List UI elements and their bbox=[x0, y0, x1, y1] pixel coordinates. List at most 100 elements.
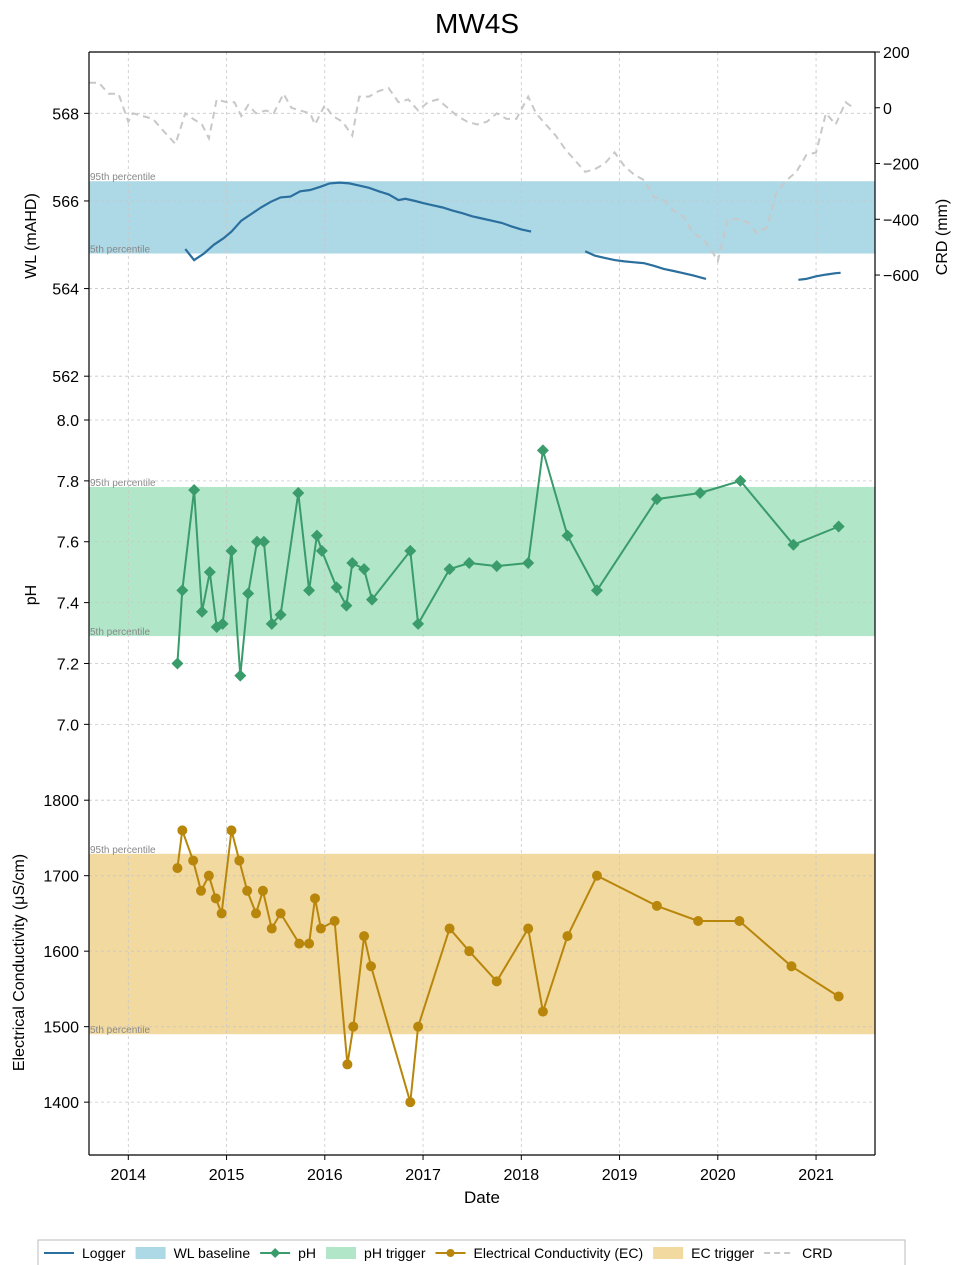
percentile-5-label: 5th percentile bbox=[90, 627, 150, 638]
legend-label: pH bbox=[298, 1245, 316, 1261]
ec-point bbox=[177, 825, 188, 836]
ec-point bbox=[294, 938, 305, 949]
ec-point bbox=[491, 976, 502, 987]
legend-marker-diamond bbox=[270, 1248, 281, 1258]
ec-point bbox=[591, 870, 602, 881]
percentile-5-label: 5th percentile bbox=[90, 1025, 150, 1036]
legend-label: pH trigger bbox=[364, 1245, 426, 1261]
ph-point bbox=[522, 557, 535, 570]
ph-point bbox=[274, 608, 287, 621]
percentile-95-label: 95th percentile bbox=[90, 478, 156, 489]
crd-axis-label: CRD (mm) bbox=[934, 199, 951, 275]
ec-point bbox=[234, 855, 245, 866]
ph-point bbox=[650, 493, 663, 506]
y-tick-label: 7.2 bbox=[57, 656, 79, 673]
ph-point bbox=[234, 669, 247, 682]
legend-swatch-patch bbox=[135, 1247, 166, 1259]
x-tick-label: 2015 bbox=[209, 1167, 245, 1184]
ec-point bbox=[309, 893, 320, 904]
logger-line bbox=[798, 271, 841, 281]
ec-point bbox=[210, 893, 221, 904]
y-tick-label: 562 bbox=[52, 369, 79, 386]
y-tick-label: 7.6 bbox=[57, 535, 79, 552]
ph-point bbox=[176, 584, 189, 597]
ph-point bbox=[404, 544, 417, 557]
ph-point bbox=[171, 657, 184, 670]
x-tick-label: 2016 bbox=[307, 1167, 343, 1184]
ec-point bbox=[266, 923, 277, 934]
legend-label: EC trigger bbox=[691, 1245, 754, 1261]
ec-point bbox=[413, 1021, 424, 1032]
percentile-5-label: 5th percentile bbox=[90, 245, 150, 256]
ph-point bbox=[292, 487, 305, 500]
ph-point bbox=[265, 617, 278, 630]
ec-point bbox=[203, 870, 214, 881]
ec-point bbox=[251, 908, 262, 919]
axes-layer: 2014 2015 2016 2017 2018 2019 2020 2021 Date 562 5… bbox=[11, 45, 951, 1207]
ec-point bbox=[405, 1097, 416, 1108]
ph-point bbox=[787, 538, 800, 551]
y-tick-label: 7.8 bbox=[57, 474, 79, 491]
logger-line bbox=[584, 250, 707, 280]
y2-tick-label: −200 bbox=[883, 157, 919, 174]
ph-point bbox=[340, 599, 353, 612]
legend-label: Logger bbox=[82, 1245, 126, 1261]
ec-point bbox=[537, 1006, 548, 1017]
legend: Logger WL baseline pH pH trigger Electrical … bbox=[37, 1239, 906, 1265]
ec-point bbox=[365, 961, 376, 972]
ph-point bbox=[251, 535, 264, 548]
x-axis-label: Date bbox=[464, 1188, 500, 1207]
y2-tick-label: 200 bbox=[883, 45, 910, 62]
ph-point bbox=[412, 617, 425, 630]
ec-point bbox=[196, 885, 207, 896]
x-tick-label: 2021 bbox=[798, 1167, 834, 1184]
percentile-95-label: 95th percentile bbox=[90, 172, 156, 183]
ec-point bbox=[523, 923, 534, 934]
ph-y-axis-label: pH bbox=[23, 585, 40, 605]
y2-tick-label: −400 bbox=[883, 212, 919, 229]
ec-y-axis-label: Electrical Conductivity (μS/cm) bbox=[11, 854, 28, 1071]
y-tick-label: 1800 bbox=[43, 793, 79, 810]
legend-swatch-patch bbox=[326, 1247, 357, 1259]
ph-point bbox=[590, 584, 603, 597]
ec-point bbox=[651, 900, 662, 911]
chart-title: MW4S bbox=[435, 8, 519, 39]
legend-box bbox=[37, 1239, 906, 1265]
ph-point bbox=[463, 557, 476, 570]
ec-point bbox=[275, 908, 286, 919]
ec-point bbox=[216, 908, 227, 919]
ph-point bbox=[358, 563, 371, 576]
ph-point bbox=[365, 593, 378, 606]
ph-point bbox=[694, 487, 707, 500]
ph-point bbox=[216, 617, 229, 630]
ec-point bbox=[833, 991, 844, 1002]
y-tick-label: 1500 bbox=[43, 1020, 79, 1037]
ec-point bbox=[257, 885, 268, 896]
y-tick-label: 7.0 bbox=[57, 717, 79, 734]
ec-point bbox=[693, 915, 704, 926]
ph-point bbox=[303, 584, 316, 597]
ph-point bbox=[257, 535, 270, 548]
ph-point bbox=[346, 557, 359, 570]
ec-point bbox=[329, 915, 340, 926]
crd-line bbox=[89, 81, 854, 264]
y-tick-label: 564 bbox=[52, 282, 79, 299]
y-tick-label: 1700 bbox=[43, 869, 79, 886]
legend-label: WL baseline bbox=[174, 1245, 251, 1261]
ph-point bbox=[330, 581, 343, 594]
ph-point bbox=[242, 587, 255, 600]
series-layer bbox=[89, 81, 854, 1108]
ec-point bbox=[226, 825, 237, 836]
ec-point bbox=[444, 923, 455, 934]
ph-point bbox=[832, 520, 845, 533]
logger-line bbox=[184, 181, 532, 262]
ph-point bbox=[310, 529, 323, 542]
ph-point bbox=[734, 474, 747, 487]
legend-label: CRD bbox=[802, 1245, 832, 1261]
ec-point bbox=[242, 885, 253, 896]
y-tick-label: 1400 bbox=[43, 1095, 79, 1112]
y-tick-label: 566 bbox=[52, 194, 79, 211]
ec-band bbox=[89, 853, 875, 1035]
x-tick-label: 2017 bbox=[405, 1167, 441, 1184]
